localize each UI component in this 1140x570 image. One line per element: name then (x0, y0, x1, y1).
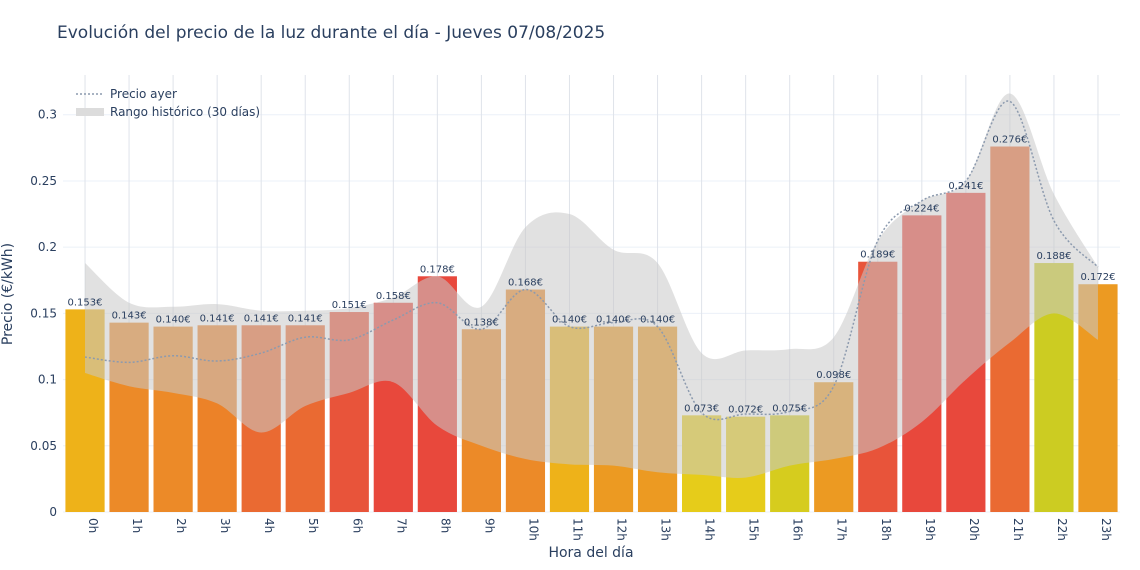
x-tick-label: 12h (615, 518, 629, 541)
yesterday-price-line (84, 100, 1099, 421)
x-tick-label: 10h (526, 518, 540, 541)
x-tick-label: 19h (923, 518, 937, 541)
x-tick-label: 0h (86, 518, 100, 533)
y-tick-label: 0.2 (38, 240, 57, 254)
x-tick-label: 17h (835, 518, 849, 541)
x-tick-label: 13h (659, 518, 673, 541)
bar-value-label: 0.072€ (728, 405, 763, 416)
bar-value-label: 0.075€ (772, 403, 807, 414)
bar-value-label: 0.189€ (860, 250, 895, 261)
x-tick-label: 23h (1099, 518, 1113, 541)
bar-value-label: 0.172€ (1080, 272, 1115, 283)
x-tick-label: 4h (262, 518, 276, 533)
x-axis-title: Hora del día (548, 545, 633, 561)
legend[interactable]: Precio ayer Rango histórico (30 días) (76, 87, 260, 119)
bar-value-label: 0.143€ (112, 311, 147, 322)
x-tick-label: 2h (174, 518, 188, 533)
x-tick-label: 16h (791, 518, 805, 541)
y-tick-label: 0.05 (30, 439, 57, 453)
x-tick-label: 20h (967, 518, 981, 541)
bar-value-label: 0.151€ (332, 300, 367, 311)
bar-value-label: 0.141€ (288, 313, 323, 324)
bar-value-label: 0.141€ (244, 313, 279, 324)
legend-yesterday-label[interactable]: Precio ayer (110, 87, 177, 101)
y-tick-label: 0.3 (38, 108, 57, 122)
bar-value-label: 0.241€ (948, 181, 983, 192)
y-tick-label: 0 (49, 505, 57, 519)
bar-value-label: 0.276€ (992, 135, 1027, 146)
bar-value-label: 0.178€ (420, 264, 455, 275)
bar-value-label: 0.141€ (200, 313, 235, 324)
y-tick-label: 0.15 (30, 306, 57, 320)
x-tick-label: 21h (1011, 518, 1025, 541)
bar-value-label: 0.140€ (596, 315, 631, 326)
y-tick-label: 0.1 (38, 373, 57, 387)
bar-value-label: 0.073€ (684, 403, 719, 414)
chart-title: Evolución del precio de la luz durante e… (57, 23, 605, 43)
bar-value-label: 0.168€ (508, 278, 543, 289)
bar-value-label: 0.153€ (68, 297, 103, 308)
x-tick-label: 15h (747, 518, 761, 541)
x-tick-label: 11h (570, 518, 584, 541)
x-tick-label: 1h (130, 518, 144, 533)
x-tick-label: 7h (394, 518, 408, 533)
yesterday-line-path (84, 100, 1099, 421)
bar-value-label: 0.140€ (156, 315, 191, 326)
legend-range-swatch (76, 108, 104, 116)
x-tick-label: 9h (482, 518, 496, 533)
x-tick-label: 18h (879, 518, 893, 541)
axes: 0 0.05 0.1 0.15 0.2 0.25 0.3 0h 1h 2h 3h 4h 5h 6h 7h 8h… (30, 108, 1113, 541)
x-tick-label: 14h (703, 518, 717, 541)
bar-value-label: 0.138€ (464, 317, 499, 328)
bar-value-label: 0.140€ (552, 315, 587, 326)
historical-range-area (85, 93, 1098, 478)
x-tick-label: 8h (438, 518, 452, 533)
bar-value-label: 0.140€ (640, 315, 675, 326)
y-axis-title: Precio (€/kWh) (0, 243, 16, 345)
bar-value-label: 0.224€ (904, 203, 939, 214)
bar-value-labels: 0.153€ 0.143€ 0.140€ 0.141€ 0.141€ 0.141€ 0.15… (68, 135, 1116, 416)
x-tick-label: 6h (350, 518, 364, 533)
x-tick-label: 22h (1055, 518, 1069, 541)
bar-value-label: 0.188€ (1036, 251, 1071, 262)
x-tick-label: 3h (218, 518, 232, 533)
bar-value-label: 0.158€ (376, 291, 411, 302)
x-tick-label: 5h (306, 518, 320, 533)
historical-range-band (85, 93, 1098, 478)
legend-range-label[interactable]: Rango histórico (30 días) (110, 105, 260, 119)
bar-value-label: 0.098€ (816, 370, 851, 381)
y-tick-label: 0.25 (30, 174, 57, 188)
